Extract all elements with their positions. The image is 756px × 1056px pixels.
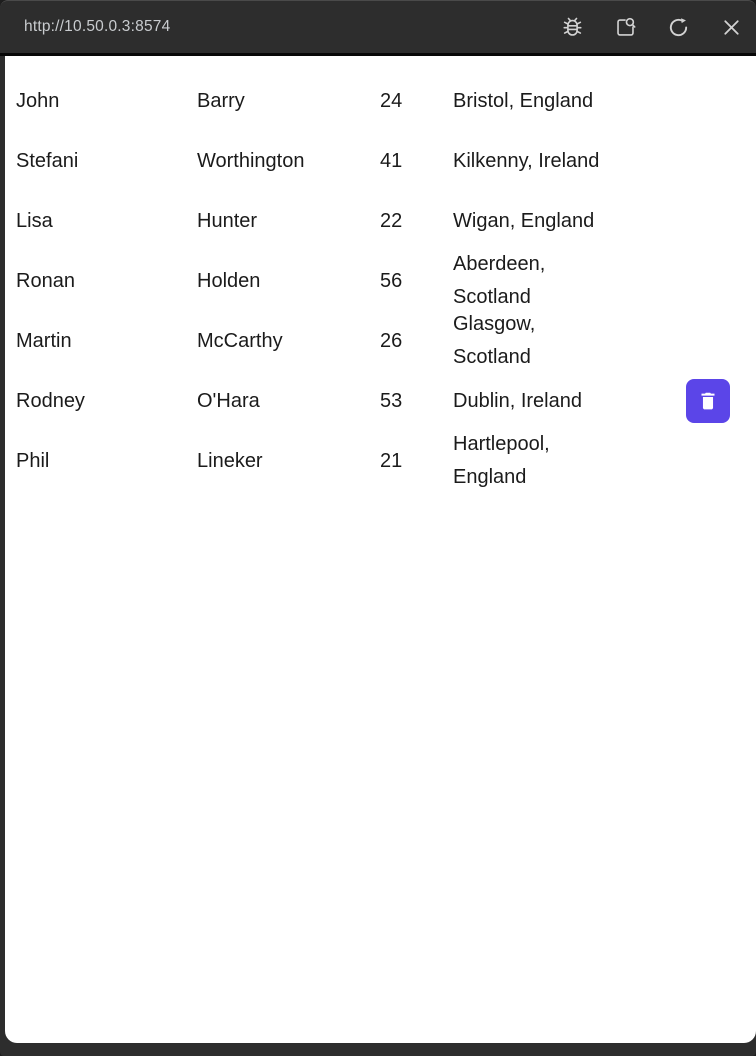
table-row: Stefani Worthington 41 Kilkenny, Ireland [16, 131, 730, 191]
first-name-cell: Phil [16, 449, 50, 472]
trash-icon [697, 390, 719, 412]
table-row: Rodney O'Hara 53 Dublin, Ireland [16, 371, 730, 431]
close-button[interactable] [720, 16, 743, 39]
close-icon [720, 16, 743, 39]
first-name-cell: Lisa [16, 209, 53, 232]
location-cell: Hartlepool, England [453, 433, 550, 488]
last-name-cell: Barry [197, 89, 245, 112]
table-row: Phil Lineker 21 Hartlepool, England [16, 431, 730, 491]
last-name-cell: Lineker [197, 449, 263, 472]
inspect-icon [614, 16, 637, 39]
bug-icon [561, 16, 584, 39]
first-name-cell: Ronan [16, 269, 75, 292]
age-cell: 21 [380, 449, 403, 472]
last-name-cell: Worthington [197, 149, 305, 172]
titlebar: http://10.50.0.3:8574 [0, 1, 756, 56]
location-cell: Wigan, England [453, 209, 595, 232]
last-name-cell: Holden [197, 269, 261, 292]
inspect-button[interactable] [614, 16, 637, 39]
refresh-icon [667, 16, 690, 39]
age-cell: 26 [380, 329, 403, 352]
age-cell: 24 [380, 89, 403, 112]
last-name-cell: O'Hara [197, 389, 260, 412]
row-actions [686, 379, 730, 423]
age-cell: 53 [380, 389, 403, 412]
location-cell: Aberdeen, Scotland [453, 253, 546, 308]
location-cell: Kilkenny, Ireland [453, 149, 600, 172]
location-cell: Dublin, Ireland [453, 389, 582, 412]
url-text: http://10.50.0.3:8574 [24, 18, 171, 35]
last-name-cell: McCarthy [197, 329, 283, 352]
delete-row-button[interactable] [686, 379, 730, 423]
table-row: Ronan Holden 56 Aberdeen, Scotland [16, 251, 730, 311]
first-name-cell: Rodney [16, 389, 85, 412]
table-row: Martin McCarthy 26 Glasgow, Scotland [16, 311, 730, 371]
first-name-cell: Stefani [16, 149, 79, 172]
age-cell: 56 [380, 269, 403, 292]
location-cell: Glasgow, Scotland [453, 313, 536, 368]
age-cell: 41 [380, 149, 403, 172]
first-name-cell: Martin [16, 329, 72, 352]
titlebar-actions [561, 16, 743, 39]
location-cell: Bristol, England [453, 89, 594, 112]
refresh-button[interactable] [667, 16, 690, 39]
table-row: John Barry 24 Bristol, England [16, 71, 730, 131]
debug-button[interactable] [561, 16, 584, 39]
first-name-cell: John [16, 89, 60, 112]
last-name-cell: Hunter [197, 209, 258, 232]
page-content: John Barry 24 Bristol, England Stefani W… [5, 56, 756, 1043]
table-row: Lisa Hunter 22 Wigan, England [16, 191, 730, 251]
age-cell: 22 [380, 209, 403, 232]
people-table: John Barry 24 Bristol, England Stefani W… [16, 71, 730, 491]
